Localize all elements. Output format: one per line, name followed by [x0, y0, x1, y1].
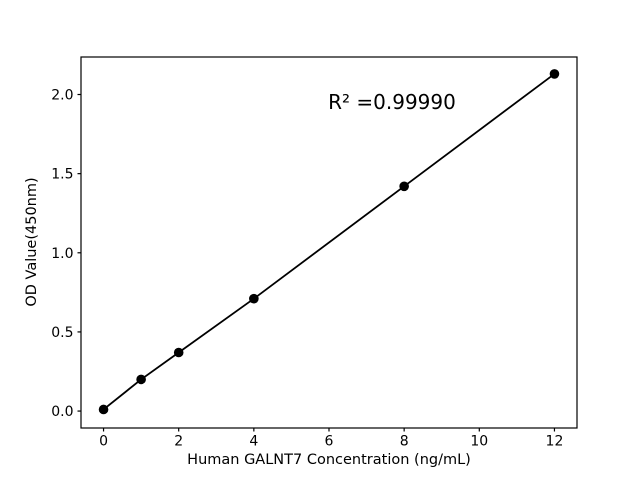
data-point [136, 374, 146, 385]
data-points [98, 69, 560, 415]
y-axis-ticks: 0.0 0.5 1.0 1.5 2.0 [51, 88, 81, 420]
x-tick-label: 6 [325, 434, 334, 450]
r-squared-annotation: R² =0.99990 [328, 90, 456, 114]
x-tick-label: 10 [470, 434, 488, 450]
x-tick-label: 4 [249, 434, 258, 450]
data-point [399, 181, 409, 192]
x-axis-ticks: 0 2 4 6 8 10 12 [99, 428, 563, 450]
x-tick-label: 0 [99, 434, 108, 450]
x-tick-label: 12 [546, 434, 564, 450]
y-tick-label: 2.0 [51, 88, 73, 104]
data-point [549, 69, 560, 79]
y-axis-label: OD Value(450nm) [24, 177, 40, 306]
y-tick-label: 0.0 [51, 404, 73, 420]
x-tick-label: 8 [400, 434, 409, 450]
x-axis-label: Human GALNT7 Concentration (ng/mL) [187, 452, 471, 468]
data-line [102, 73, 555, 411]
data-point [173, 347, 184, 358]
data-point [98, 404, 109, 415]
x-tick-label: 2 [174, 434, 183, 450]
y-tick-label: 1.0 [51, 246, 73, 262]
y-tick-label: 1.5 [51, 167, 73, 183]
y-tick-label: 0.5 [51, 325, 73, 341]
data-point [249, 293, 259, 304]
